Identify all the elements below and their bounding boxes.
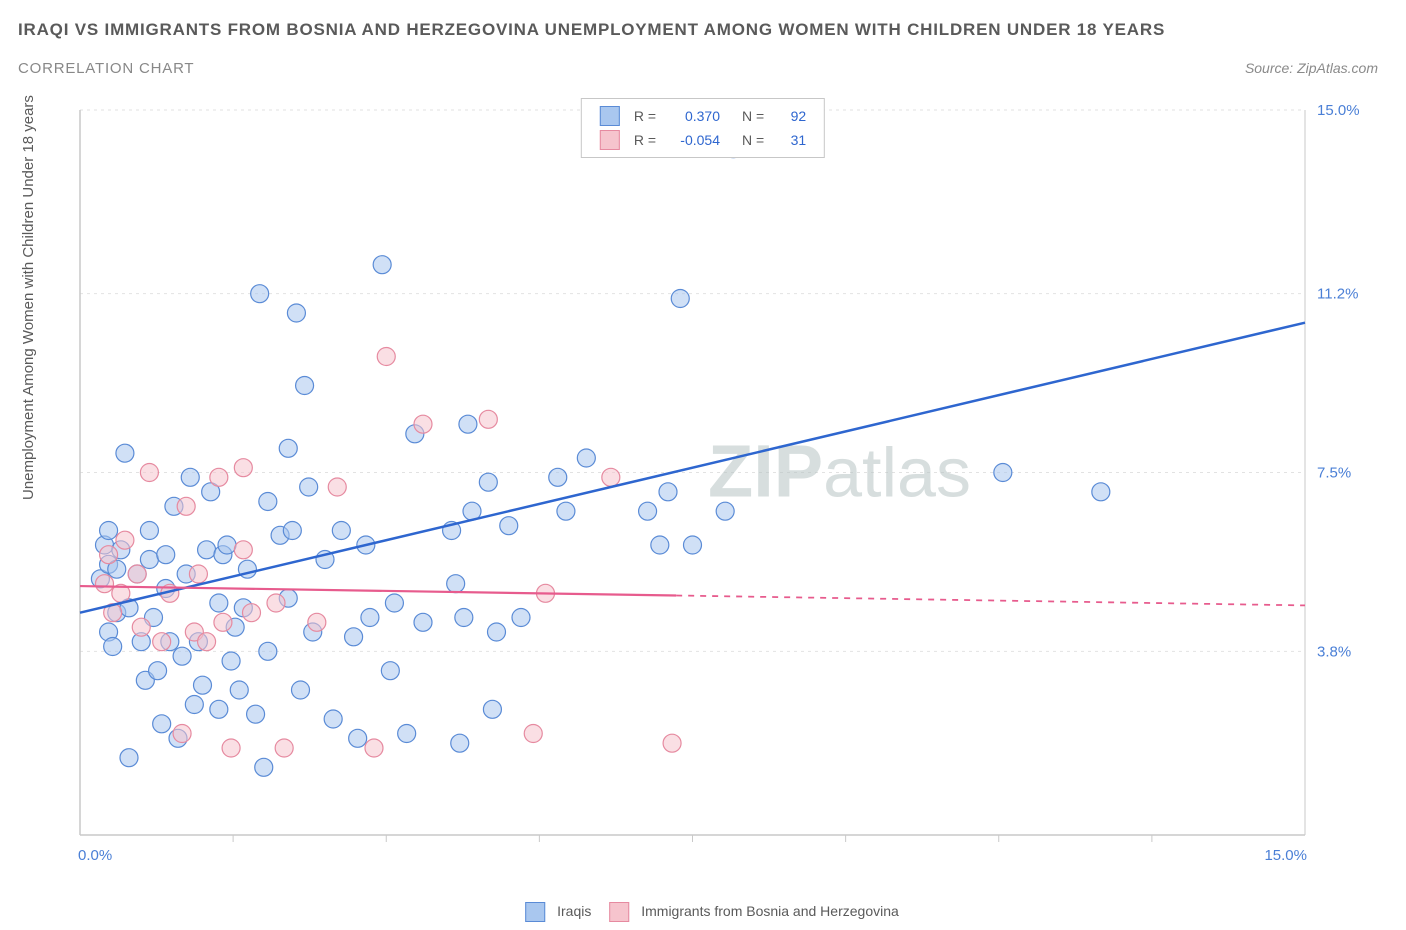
svg-text:0.0%: 0.0% xyxy=(78,847,112,864)
svg-text:15.0%: 15.0% xyxy=(1317,102,1360,119)
chart-title: IRAQI VS IMMIGRANTS FROM BOSNIA AND HERZ… xyxy=(18,20,1165,40)
legend-swatch xyxy=(609,902,629,922)
chart-subtitle: CORRELATION CHART xyxy=(18,60,194,77)
svg-text:7.5%: 7.5% xyxy=(1317,465,1351,482)
chart-svg: 0.0% 15.0% 3.8% 7.5% 11.2% 15.0% ZIPatlas xyxy=(60,95,1380,875)
legend-swatch xyxy=(600,130,620,150)
legend-row: R =-0.054N =31 xyxy=(594,129,812,151)
chart-container: IRAQI VS IMMIGRANTS FROM BOSNIA AND HERZ… xyxy=(0,0,1406,930)
series-legend: Iraqis Immigrants from Bosnia and Herzeg… xyxy=(507,902,899,922)
source-label: Source: ZipAtlas.com xyxy=(1245,60,1378,76)
svg-text:11.2%: 11.2% xyxy=(1317,286,1358,303)
correlation-legend: R =0.370N =92R =-0.054N =31 xyxy=(581,98,825,158)
legend-row: R =0.370N =92 xyxy=(594,105,812,127)
legend-series-label: Immigrants from Bosnia and Herzegovina xyxy=(637,903,898,919)
svg-text:3.8%: 3.8% xyxy=(1317,643,1351,660)
legend-series-label: Iraqis xyxy=(553,903,591,919)
svg-text:ZIPatlas: ZIPatlas xyxy=(708,430,971,513)
legend-swatch xyxy=(600,106,620,126)
y-axis-label: Unemployment Among Women with Children U… xyxy=(20,95,37,500)
legend-swatch xyxy=(525,902,545,922)
plot-area: 0.0% 15.0% 3.8% 7.5% 11.2% 15.0% ZIPatlas xyxy=(60,95,1380,875)
svg-text:15.0%: 15.0% xyxy=(1264,847,1307,864)
